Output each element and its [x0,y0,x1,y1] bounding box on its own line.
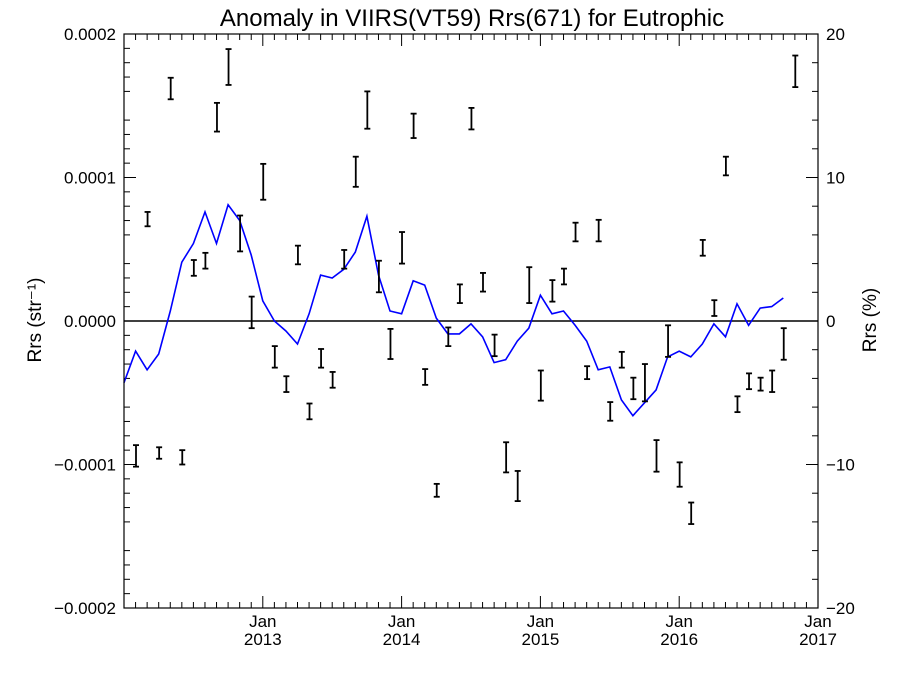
error-bar [595,218,602,243]
error-bar [225,48,232,86]
error-bar [399,231,406,265]
y2-tick-label: −10 [826,456,855,475]
error-bar [503,441,510,474]
error-bar [260,162,267,201]
y2-tick-label: 0 [826,312,835,331]
error-bar [734,395,741,414]
error-bar [792,54,799,88]
error-bar [144,211,151,228]
error-bar [618,350,625,369]
x-tick-year: 2013 [244,630,282,649]
error-bar [711,299,718,317]
error-bar [746,372,753,391]
x-tick-year: 2015 [521,630,559,649]
y2-tick-label: 20 [826,25,845,44]
error-bar [433,482,440,498]
error-bar [318,348,325,369]
error-bar [549,279,556,303]
error-bar [665,324,672,358]
anomaly-percent-line [123,203,784,417]
error-bar [156,446,163,460]
error-bar [341,249,348,270]
error-bar [769,369,776,393]
y-tick-label: 0.0002 [64,25,116,44]
error-bar [537,369,544,402]
y-tick-label: 0.0000 [64,312,116,331]
x-tick-month: Jan [665,612,692,631]
x-tick-month: Jan [527,612,554,631]
x-tick-month: Jan [388,612,415,631]
y2-tick-label: −20 [826,599,855,618]
error-bar [213,101,220,133]
x-tick-month: Jan [249,612,276,631]
error-bar [641,363,648,403]
error-bar [491,333,498,358]
y-tick-label: −0.0002 [54,599,116,618]
error-bar [445,326,452,348]
error-bar [722,155,729,177]
y2-tick-label: 10 [826,169,845,188]
error-bar [468,107,475,131]
error-bar [387,327,394,360]
error-bar [375,259,382,294]
error-bar [526,266,533,304]
error-bar [757,376,764,392]
error-bar [456,283,463,304]
chart-title: Anomaly in VIIRS(VT59) Rrs(671) for Eutr… [220,5,724,32]
error-bar [410,112,417,139]
error-bar [294,244,301,266]
error-bar [572,221,579,243]
error-bar [630,376,637,401]
error-bar [167,76,174,101]
error-bar [133,444,139,468]
error-bar [190,259,197,277]
error-bar [699,239,706,257]
error-bar [780,327,787,361]
plot-area: 0.0002 0.0001 0.0000 −0.0001 −0.0002 20 10 0 −10… [54,25,855,649]
y2-axis-label: Rrs (%) [860,288,881,352]
error-bar [248,295,255,330]
error-bar [179,449,186,466]
y-tick-label: 0.0001 [64,169,116,188]
error-bar [306,402,313,421]
error-bar [237,214,244,253]
error-bar [480,272,486,293]
x-tick-year: 2017 [799,630,837,649]
x-tick-year: 2014 [383,630,421,649]
error-bar [202,251,209,270]
error-bar [676,461,683,488]
error-bar [329,371,336,389]
error-bar [271,345,278,369]
y-tick-label: −0.0001 [54,456,116,475]
error-bar [352,155,359,188]
y-axis-label: Rrs (str⁻¹) [25,278,46,363]
error-bar [514,470,521,502]
error-bar [688,501,695,525]
error-bar [560,267,567,286]
error-bar [653,439,660,473]
plot-frame [123,33,819,609]
error-bar [283,375,290,393]
x-tick-month: Jan [804,612,831,631]
x-tick-year: 2016 [660,630,698,649]
error-bar [364,90,371,130]
error-bar [422,368,429,386]
error-bar [607,401,614,422]
error-bar [584,365,591,381]
